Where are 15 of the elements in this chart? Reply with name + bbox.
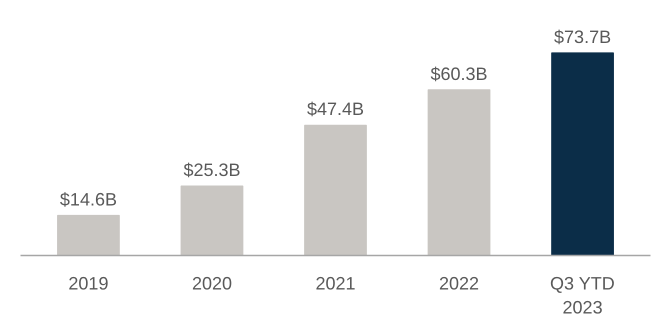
bar [57,214,120,256]
data-label: $25.3B [183,160,241,180]
x-tick-label: 2019 [68,274,108,294]
x-tick-label: Q3 YTD 2023 [550,274,615,318]
bar [180,185,244,256]
bar [551,52,614,256]
data-label: $73.7B [554,26,612,47]
bar [428,89,490,256]
data-label: $60.3B [430,64,488,84]
x-tick-label: 2022 [439,274,480,294]
data-label: $14.6B [60,189,117,210]
x-tick-label: 2020 [192,274,232,294]
x-tick-label: 2021 [315,274,356,294]
data-label: $47.4B [306,99,364,120]
bar [304,124,367,256]
